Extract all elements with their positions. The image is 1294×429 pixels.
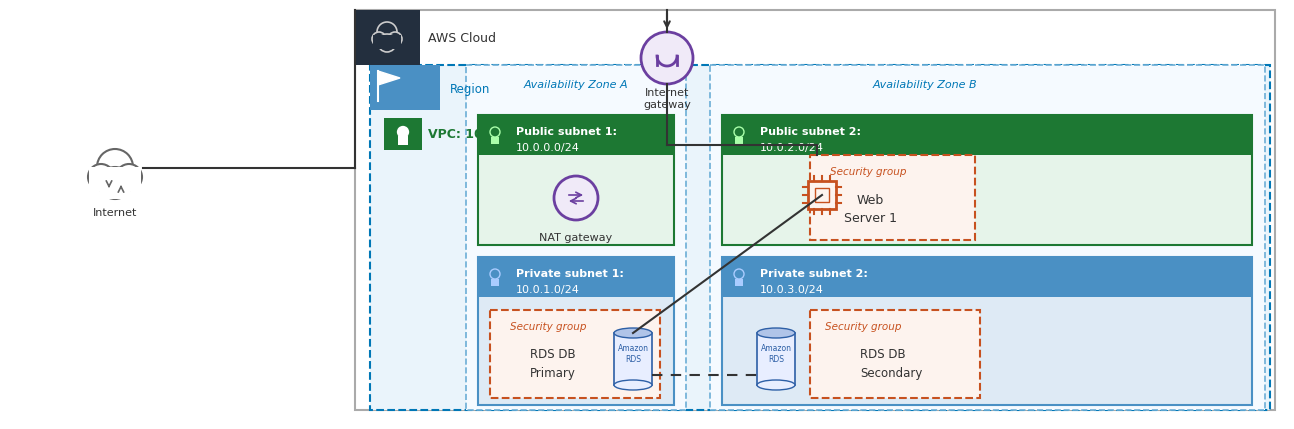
Text: 10.0.3.0/24: 10.0.3.0/24	[760, 285, 824, 295]
Bar	[810, 155, 974, 240]
Bar	[399, 136, 408, 145]
Bar	[355, 10, 421, 65]
Text: RDS DB: RDS DB	[861, 348, 906, 362]
Bar	[710, 65, 1266, 410]
Text: Amazon
RDS: Amazon RDS	[761, 344, 792, 364]
Circle shape	[116, 164, 142, 190]
Text: NAT gateway: NAT gateway	[540, 233, 612, 243]
Text: 10.0.0.0/24: 10.0.0.0/24	[516, 143, 580, 153]
Bar	[355, 10, 1275, 410]
Circle shape	[388, 32, 402, 46]
Bar	[722, 115, 1253, 155]
Text: VPC: 10.0.0.0/16: VPC: 10.0.0.0/16	[428, 127, 545, 141]
Text: Secondary: Secondary	[861, 366, 923, 380]
Bar	[477, 115, 674, 245]
Circle shape	[378, 34, 396, 52]
Text: 10.0.2.0/24: 10.0.2.0/24	[760, 143, 824, 153]
Text: Server 1: Server 1	[844, 211, 897, 224]
Text: Security group: Security group	[829, 167, 907, 177]
Text: Security group: Security group	[826, 322, 902, 332]
Bar	[466, 65, 686, 410]
Bar	[477, 257, 674, 405]
Bar	[815, 188, 829, 202]
Circle shape	[734, 269, 744, 279]
Circle shape	[371, 32, 386, 46]
Bar	[89, 167, 141, 191]
Text: Availability Zone A: Availability Zone A	[524, 80, 629, 90]
Text: Public subnet 2:: Public subnet 2:	[760, 127, 861, 137]
Text: Security group: Security group	[510, 322, 586, 332]
Bar	[810, 310, 980, 398]
Ellipse shape	[613, 380, 652, 390]
Text: Web: Web	[857, 193, 884, 206]
Bar	[100, 189, 129, 199]
Circle shape	[490, 127, 499, 137]
Bar	[373, 35, 401, 49]
Circle shape	[490, 269, 499, 279]
Text: 10.0.1.0/24: 10.0.1.0/24	[516, 285, 580, 295]
Circle shape	[100, 167, 131, 199]
Ellipse shape	[613, 328, 652, 338]
Text: Private subnet 1:: Private subnet 1:	[516, 269, 624, 279]
Ellipse shape	[757, 380, 795, 390]
Circle shape	[377, 22, 397, 42]
Circle shape	[554, 176, 598, 220]
Bar	[477, 115, 674, 155]
Text: RDS DB: RDS DB	[531, 348, 576, 362]
Text: Private subnet 2:: Private subnet 2:	[760, 269, 868, 279]
Bar	[490, 137, 499, 144]
Bar	[735, 279, 743, 286]
Bar	[370, 65, 1269, 410]
Bar	[490, 279, 499, 286]
Circle shape	[396, 125, 410, 139]
Circle shape	[88, 164, 114, 190]
Text: gateway: gateway	[643, 100, 691, 110]
Bar	[735, 137, 743, 144]
Bar	[370, 65, 440, 110]
Circle shape	[734, 127, 744, 137]
Bar	[490, 310, 660, 398]
Text: Amazon
RDS: Amazon RDS	[617, 344, 648, 364]
Text: Region: Region	[450, 84, 490, 97]
Bar	[477, 257, 674, 297]
Text: Internet: Internet	[644, 88, 690, 98]
Bar	[757, 333, 795, 385]
Bar	[722, 257, 1253, 405]
Text: Internet: Internet	[93, 208, 137, 218]
Ellipse shape	[757, 328, 795, 338]
Bar	[807, 181, 836, 209]
Text: AWS Cloud: AWS Cloud	[428, 31, 496, 45]
Circle shape	[97, 149, 133, 185]
Circle shape	[641, 32, 694, 84]
Bar	[722, 257, 1253, 297]
Text: Public subnet 1:: Public subnet 1:	[516, 127, 617, 137]
Bar	[722, 115, 1253, 245]
Bar	[613, 333, 652, 385]
Polygon shape	[378, 71, 400, 85]
Text: Primary: Primary	[531, 366, 576, 380]
Bar	[384, 118, 422, 150]
Text: Availability Zone B: Availability Zone B	[872, 80, 977, 90]
